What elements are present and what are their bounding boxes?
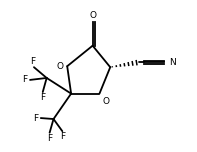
Text: N: N <box>169 58 176 67</box>
Text: F: F <box>23 75 28 84</box>
Text: F: F <box>40 93 45 102</box>
Text: O: O <box>102 97 109 106</box>
Text: F: F <box>30 57 35 66</box>
Text: F: F <box>33 114 38 123</box>
Text: F: F <box>60 132 65 141</box>
Text: O: O <box>89 11 96 20</box>
Text: F: F <box>47 134 52 143</box>
Text: O: O <box>57 62 64 71</box>
